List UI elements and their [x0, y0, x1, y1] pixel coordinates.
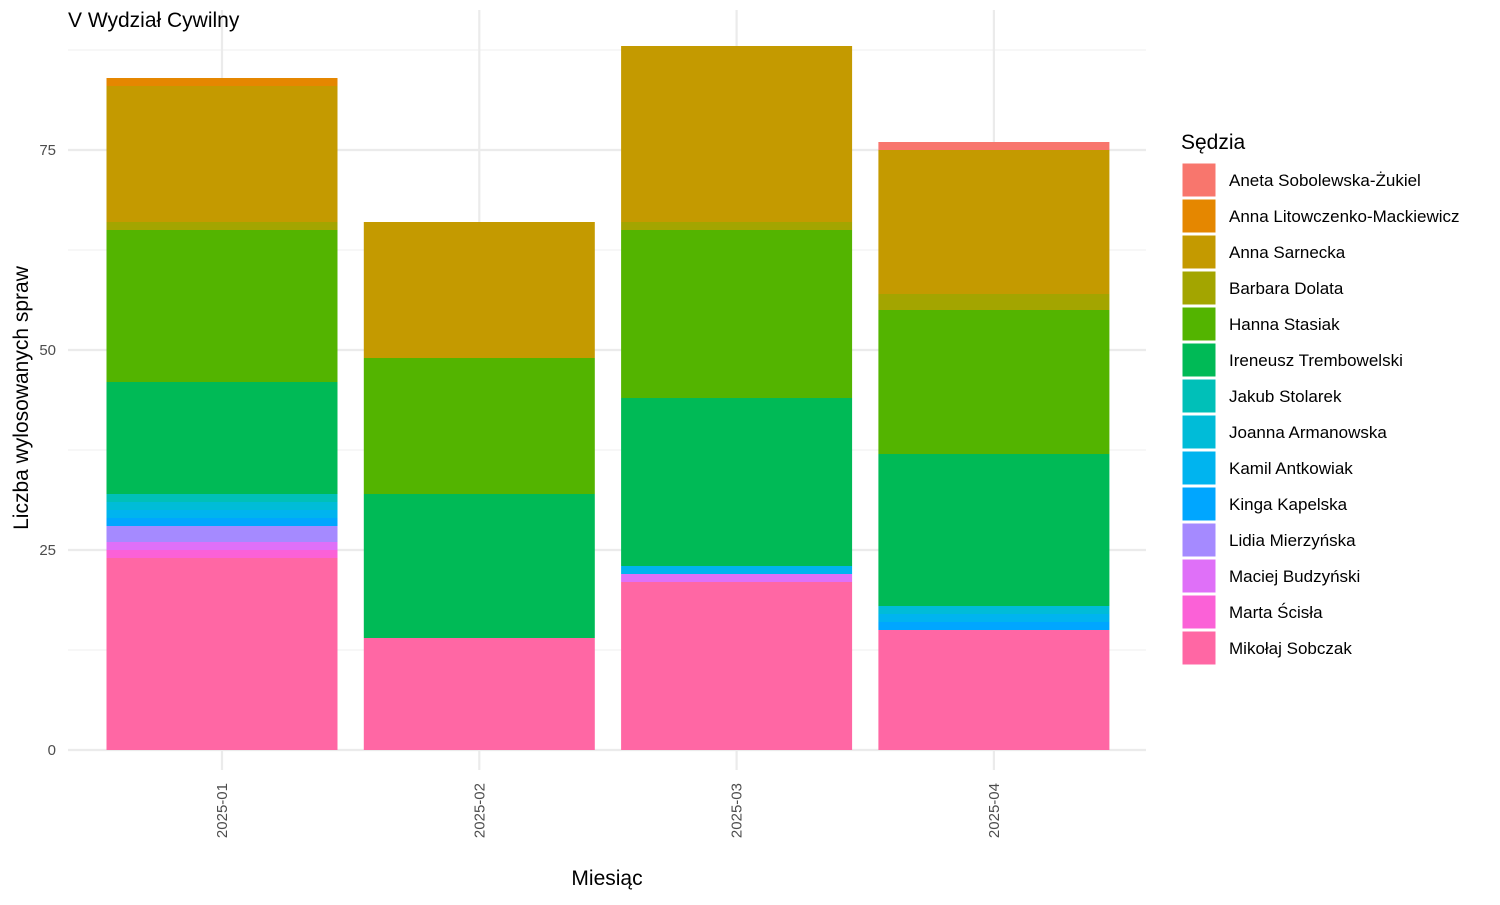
legend-label: Kinga Kapelska	[1229, 495, 1348, 514]
legend-label: Maciej Budzyński	[1229, 567, 1360, 586]
y-tick-label: 0	[48, 742, 56, 759]
legend-key	[1181, 270, 1217, 306]
bar-segment	[106, 558, 338, 750]
legend-key	[1181, 594, 1217, 630]
bar-segment	[878, 142, 1110, 150]
legend-label: Anna Sarnecka	[1229, 243, 1346, 262]
bar-segment	[363, 358, 595, 494]
x-tick-label: 2025-04	[986, 783, 1003, 838]
bar-segment	[878, 454, 1110, 606]
bar-segment	[621, 222, 853, 230]
legend-key	[1181, 486, 1217, 522]
bar-segment	[878, 310, 1110, 454]
legend-label: Aneta Sobolewska-Żukiel	[1229, 171, 1421, 190]
bar-segment	[878, 294, 1110, 310]
bar-segment	[106, 222, 338, 230]
legend-label: Hanna Stasiak	[1229, 315, 1340, 334]
bar-segment	[621, 46, 853, 222]
legend-key	[1181, 414, 1217, 450]
bar-segment	[106, 542, 338, 550]
bar-segment	[106, 382, 338, 494]
bar-segment	[363, 494, 595, 638]
legend-label: Marta Ścisła	[1229, 603, 1323, 622]
bars-layer	[106, 46, 1110, 750]
x-tick-label: 2025-01	[214, 783, 231, 838]
legend-key	[1181, 450, 1217, 486]
bar-segment	[106, 230, 338, 382]
axes-layer: 0 25 50 75 2025-01 2025-02 2025-03 2025-04	[39, 142, 1003, 838]
legend-label: Jakub Stolarek	[1229, 387, 1342, 406]
bar-segment	[878, 606, 1110, 614]
bar-segment	[106, 550, 338, 558]
bar-segment	[106, 502, 338, 510]
x-axis-title: Miesiąc	[571, 867, 642, 890]
y-tick-label: 50	[39, 342, 56, 359]
bar-segment	[363, 638, 595, 750]
bar-segment	[621, 574, 853, 582]
legend-key	[1181, 558, 1217, 594]
x-tick-label: 2025-03	[729, 783, 746, 838]
bar-segment	[106, 518, 338, 526]
bar-segment	[878, 630, 1110, 750]
chart-title: V Wydział Cywilny	[68, 9, 240, 32]
bar-segment	[621, 582, 853, 750]
x-tick-label: 2025-02	[471, 783, 488, 838]
legend-label: Anna Litowczenko-Mackiewicz	[1229, 207, 1460, 226]
legend-label: Kamil Antkowiak	[1229, 459, 1353, 478]
bar-segment	[106, 526, 338, 542]
legend-title: Sędzia	[1181, 131, 1246, 154]
legend-key	[1181, 162, 1217, 198]
bar-segment	[106, 78, 338, 86]
y-tick-label: 25	[39, 542, 56, 559]
y-axis-title: Liczba wylosowanych spraw	[10, 265, 33, 530]
legend-key	[1181, 342, 1217, 378]
bar-segment	[621, 566, 853, 574]
bar-segment	[878, 614, 1110, 622]
bar-segment	[621, 230, 853, 398]
legend-key	[1181, 198, 1217, 234]
legend-label: Mikołaj Sobczak	[1229, 639, 1352, 658]
legend-label: Ireneusz Trembowelski	[1229, 351, 1403, 370]
legend-key	[1181, 522, 1217, 558]
bar-segment	[106, 494, 338, 502]
legend-key	[1181, 378, 1217, 414]
bar-segment	[106, 86, 338, 222]
legend-label: Lidia Mierzyńska	[1229, 531, 1356, 550]
legend-key	[1181, 306, 1217, 342]
bar-segment	[621, 398, 853, 566]
bar-segment	[363, 222, 595, 358]
legend-label: Joanna Armanowska	[1229, 423, 1387, 442]
bar-segment	[878, 150, 1110, 294]
legend-key	[1181, 630, 1217, 666]
legend-key	[1181, 234, 1217, 270]
y-tick-label: 75	[39, 142, 56, 159]
legend-label: Barbara Dolata	[1229, 279, 1344, 298]
bar-segment	[106, 510, 338, 518]
legend: Sędzia Aneta Sobolewska-Żukiel Anna Litow…	[1181, 131, 1460, 666]
bar-segment	[878, 622, 1110, 630]
